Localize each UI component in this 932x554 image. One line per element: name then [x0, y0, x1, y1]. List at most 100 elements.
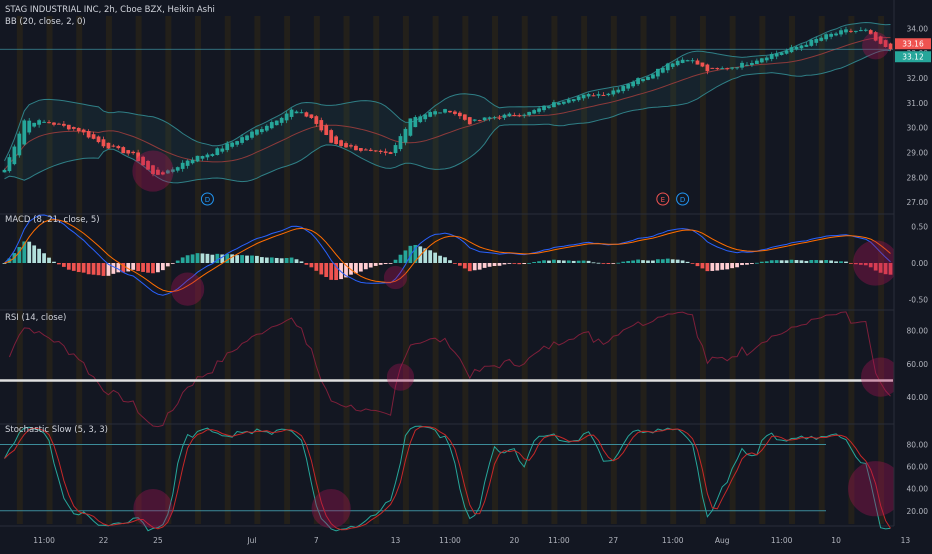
candle-body[interactable]	[368, 149, 373, 152]
macd-histogram-bar[interactable]	[556, 260, 561, 263]
candle-body[interactable]	[160, 172, 165, 175]
macd-histogram-bar[interactable]	[472, 263, 477, 271]
macd-histogram-bar[interactable]	[240, 255, 244, 263]
candle-body[interactable]	[403, 128, 408, 143]
candle-body[interactable]	[418, 116, 423, 123]
candle-body[interactable]	[363, 149, 368, 151]
candle-body[interactable]	[22, 120, 27, 145]
candle-body[interactable]	[522, 114, 527, 116]
macd-histogram-bar[interactable]	[37, 248, 42, 263]
candle-body[interactable]	[443, 109, 447, 113]
candle-body[interactable]	[576, 96, 581, 101]
macd-histogram-bar[interactable]	[215, 253, 220, 263]
macd-histogram-bar[interactable]	[76, 263, 81, 273]
candle-body[interactable]	[799, 45, 804, 49]
candle-body[interactable]	[665, 63, 670, 71]
macd-histogram-bar[interactable]	[566, 260, 571, 263]
macd-histogram-bar[interactable]	[324, 263, 329, 278]
candle-body[interactable]	[566, 99, 571, 103]
macd-histogram-bar[interactable]	[552, 259, 556, 263]
macd-histogram-bar[interactable]	[96, 263, 101, 276]
macd-histogram-bar[interactable]	[462, 263, 467, 269]
macd-histogram-bar[interactable]	[586, 260, 591, 263]
candle-body[interactable]	[279, 117, 284, 123]
candle-body[interactable]	[76, 127, 81, 132]
candle-body[interactable]	[240, 137, 244, 143]
candle-body[interactable]	[764, 57, 769, 61]
candle-body[interactable]	[467, 117, 472, 125]
candle-body[interactable]	[71, 127, 76, 129]
macd-histogram-bar[interactable]	[344, 263, 348, 278]
macd-histogram-bar[interactable]	[616, 262, 621, 264]
macd-histogram-bar[interactable]	[304, 263, 309, 265]
candle-body[interactable]	[517, 115, 522, 117]
macd-histogram-bar[interactable]	[537, 261, 541, 263]
macd-histogram-bar[interactable]	[720, 263, 725, 270]
macd-histogram-bar[interactable]	[789, 259, 794, 263]
candle-body[interactable]	[388, 152, 393, 154]
macd-histogram-bar[interactable]	[264, 257, 269, 263]
macd-histogram-bar[interactable]	[448, 260, 452, 263]
candle-body[interactable]	[547, 106, 551, 108]
candle-body[interactable]	[482, 117, 487, 121]
macd-histogram-bar[interactable]	[220, 254, 225, 263]
macd-histogram-bar[interactable]	[274, 257, 279, 263]
macd-histogram-bar[interactable]	[151, 263, 155, 274]
event-badge-d[interactable]: D	[676, 192, 690, 206]
candle-body[interactable]	[819, 37, 824, 41]
candle-body[interactable]	[636, 78, 640, 85]
macd-histogram-bar[interactable]	[314, 263, 319, 271]
candle-body[interactable]	[141, 156, 145, 166]
macd-histogram-bar[interactable]	[690, 263, 695, 264]
macd-histogram-bar[interactable]	[111, 263, 116, 274]
macd-histogram-bar[interactable]	[680, 260, 685, 263]
candle-body[interactable]	[438, 112, 442, 114]
macd-histogram-bar[interactable]	[136, 263, 141, 272]
macd-histogram-bar[interactable]	[408, 245, 413, 263]
macd-histogram-bar[interactable]	[660, 259, 665, 263]
macd-histogram-bar[interactable]	[27, 241, 32, 263]
candle-body[interactable]	[457, 112, 462, 117]
candle-body[interactable]	[269, 122, 274, 129]
candle-body[interactable]	[655, 68, 660, 77]
macd-histogram-bar[interactable]	[61, 263, 66, 267]
candle-body[interactable]	[378, 150, 383, 153]
rsi-pane[interactable]	[0, 311, 901, 428]
candle-body[interactable]	[853, 30, 858, 32]
candle-body[interactable]	[245, 135, 249, 141]
macd-histogram-bar[interactable]	[235, 255, 240, 263]
candle-body[interactable]	[195, 155, 200, 162]
candle-body[interactable]	[601, 94, 606, 96]
macd-histogram-bar[interactable]	[844, 261, 848, 263]
candle-body[interactable]	[472, 119, 477, 121]
candle-body[interactable]	[497, 117, 502, 119]
macd-histogram-bar[interactable]	[735, 263, 739, 268]
macd-histogram-bar[interactable]	[853, 263, 858, 265]
candle-body[interactable]	[259, 129, 264, 133]
candle-body[interactable]	[32, 122, 37, 127]
candle-body[interactable]	[868, 30, 873, 35]
macd-histogram-bar[interactable]	[423, 248, 428, 263]
candle-body[interactable]	[309, 114, 314, 118]
macd-histogram-bar[interactable]	[507, 263, 512, 264]
macd-histogram-bar[interactable]	[457, 263, 462, 266]
candle-body[interactable]	[700, 62, 705, 67]
candle-body[interactable]	[156, 169, 160, 175]
macd-histogram-bar[interactable]	[641, 260, 645, 263]
macd-histogram-bar[interactable]	[824, 259, 829, 263]
candle-body[interactable]	[116, 146, 121, 149]
candle-body[interactable]	[646, 76, 650, 80]
candle-body[interactable]	[339, 140, 343, 146]
candle-body[interactable]	[695, 60, 700, 65]
macd-histogram-bar[interactable]	[581, 260, 586, 263]
macd-histogram-bar[interactable]	[804, 260, 809, 263]
candle-body[interactable]	[754, 60, 759, 65]
macd-histogram-bar[interactable]	[428, 250, 433, 263]
candle-body[interactable]	[324, 125, 329, 135]
macd-histogram-bar[interactable]	[532, 262, 537, 263]
candle-body[interactable]	[398, 136, 403, 150]
candle-body[interactable]	[779, 52, 784, 55]
candle-body[interactable]	[824, 34, 829, 40]
candle-body[interactable]	[225, 143, 230, 151]
